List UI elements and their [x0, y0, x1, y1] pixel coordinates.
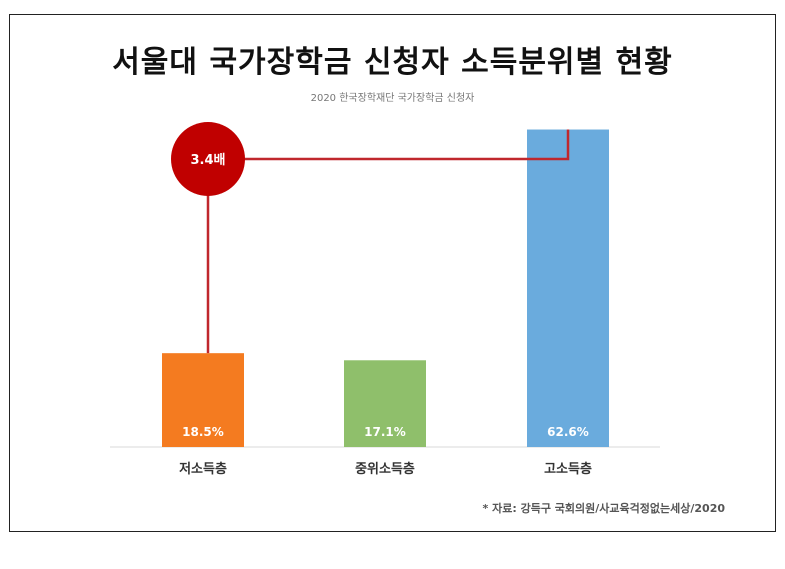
category-label-1: 저소득층 — [179, 461, 227, 477]
ratio-annotation: 3.4배 — [171, 122, 570, 354]
bars-group — [162, 129, 609, 447]
category-label-3: 고소득층 — [544, 461, 592, 477]
chart-title: 서울대 국가장학금 신청자 소득분위별 현황 — [112, 45, 673, 80]
bar-2 — [344, 360, 426, 447]
chart-subtitle: 2020 한국장학재단 국가장학금 신청자 — [310, 93, 475, 104]
labels-group: 18.5% 저소득층 17.1% 중위소득층 62.6% 고소득층 — [179, 425, 592, 477]
ratio-badge-text: 3.4배 — [191, 152, 226, 168]
ratio-badge-circle — [171, 122, 245, 196]
bar-value-label-3: 62.6% — [547, 425, 589, 439]
ratio-connector-line — [206, 129, 570, 354]
bar-value-label-1: 18.5% — [182, 425, 224, 439]
source-note: * 자료: 강득구 국회의원/사교육걱정없는세상/2020 — [482, 502, 725, 515]
category-label-2: 중위소득층 — [355, 461, 415, 477]
bar-value-label-2: 17.1% — [364, 425, 406, 439]
bar-1 — [162, 353, 244, 447]
bar-3 — [527, 129, 609, 447]
